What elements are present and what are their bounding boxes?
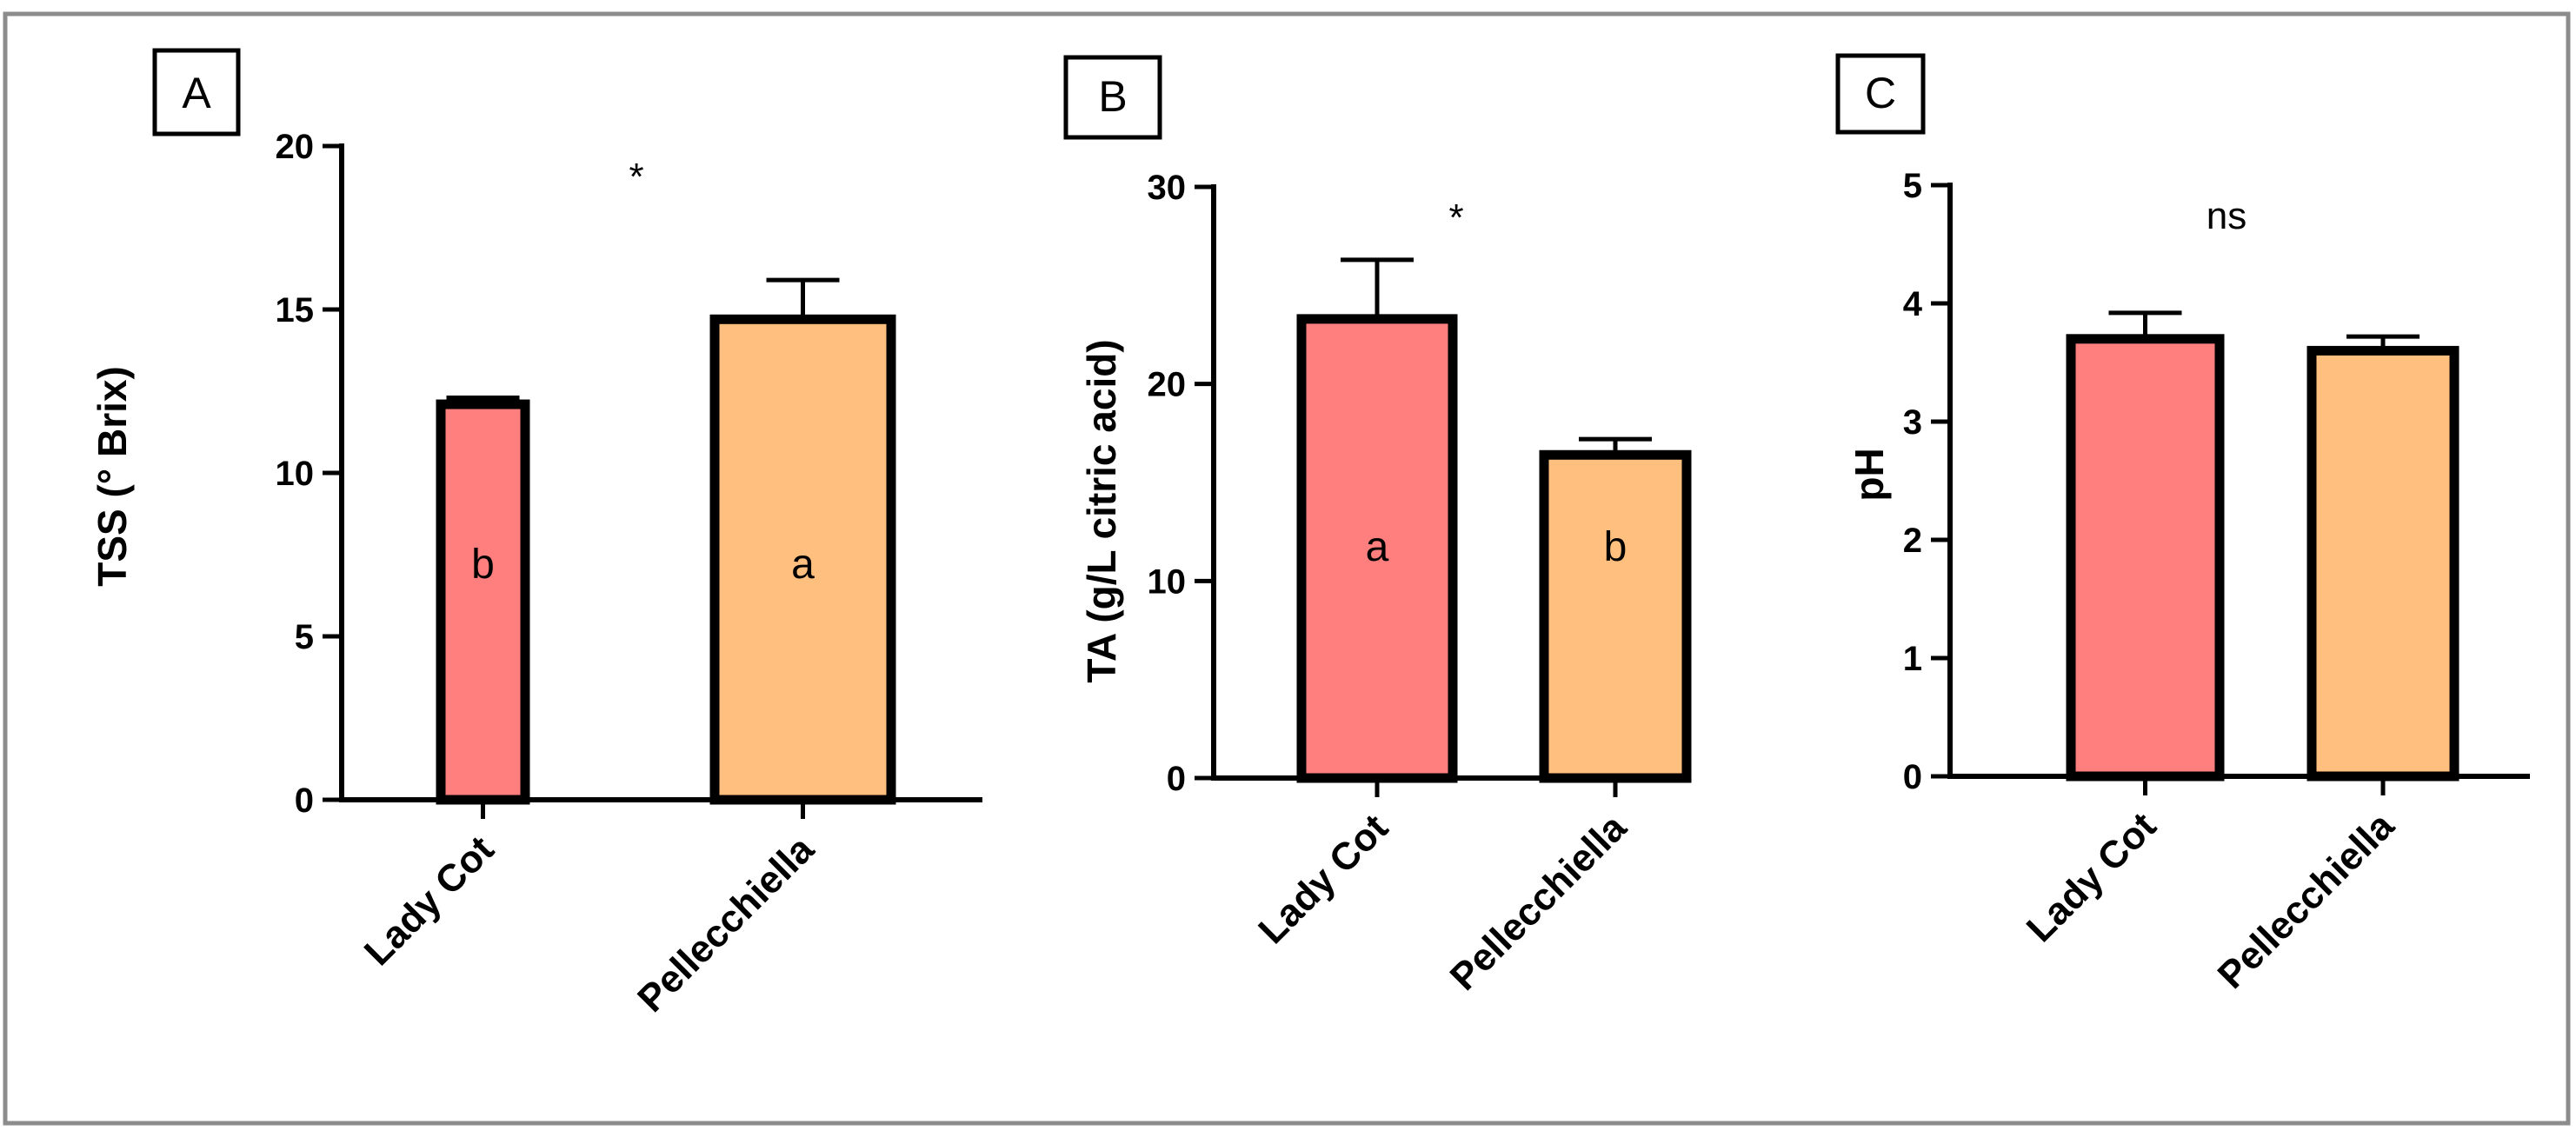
panel-b-bar-lady-cot <box>1296 314 1458 783</box>
panel-b-significance: * <box>1448 196 1463 239</box>
panel-c-y-tick-label-2: 2 <box>1903 522 1922 560</box>
panel-a-y-axis-title: TSS (° Brix) <box>90 366 135 587</box>
panel-a-y-tick-label-3: 15 <box>276 291 315 329</box>
panel-a-significance: * <box>629 156 643 198</box>
panel-c-y-axis-title: pH <box>1847 448 1892 501</box>
panel-c-bar-pellecchiella <box>2306 345 2460 782</box>
panel-b-y-tick-label-0: 0 <box>1167 760 1186 798</box>
panel-a-bar-pellecchiella <box>709 314 896 805</box>
panel-b-y-tick-label-3: 30 <box>1148 169 1187 207</box>
panel-b-bar-pellecchiella <box>1539 449 1692 783</box>
panel-a-bar-lady-cot <box>436 399 530 805</box>
panel-a-y-tick-label-1: 5 <box>295 618 314 656</box>
panel-a-bar-letter-pellecchiella: a <box>791 542 815 588</box>
panel-c-y-tick-label-4: 4 <box>1903 285 1923 323</box>
panel-c-y-tick-label-3: 3 <box>1903 403 1922 442</box>
panel-b-y-axis-title: TA (g/L citric acid) <box>1079 339 1124 682</box>
panel-b-letter: B <box>1098 72 1127 121</box>
panel-b-bar-letter-lady-cot: a <box>1366 524 1389 570</box>
panel-c-y-tick-label-1: 1 <box>1903 640 1922 678</box>
panel-a-y-tick-label-2: 10 <box>276 455 315 493</box>
panel-b-y-tick-label-2: 20 <box>1148 366 1187 404</box>
panel-c-y-tick-label-0: 0 <box>1903 758 1922 796</box>
panel-a-y-tick-label-4: 20 <box>276 128 315 166</box>
panel-c-letter: C <box>1865 69 1896 117</box>
panel-b-bar-letter-pellecchiella: b <box>1604 524 1627 570</box>
panel-a-letter-box <box>152 48 241 136</box>
panel-a-y-tick-label-0: 0 <box>295 782 314 820</box>
panel-c-y-tick-label-5: 5 <box>1903 167 1922 205</box>
panel-c-letter-box <box>1835 53 1926 135</box>
panel-a-bar-letter-lady-cot: b <box>471 542 495 588</box>
panel-a-letter: A <box>182 69 211 117</box>
panel-b-y-tick-label-1: 10 <box>1148 562 1187 601</box>
panel-c-bar-lady-cot <box>2066 334 2225 782</box>
panel-c-significance: ns <box>2207 195 2247 237</box>
panel-b-letter-box <box>1063 55 1162 140</box>
